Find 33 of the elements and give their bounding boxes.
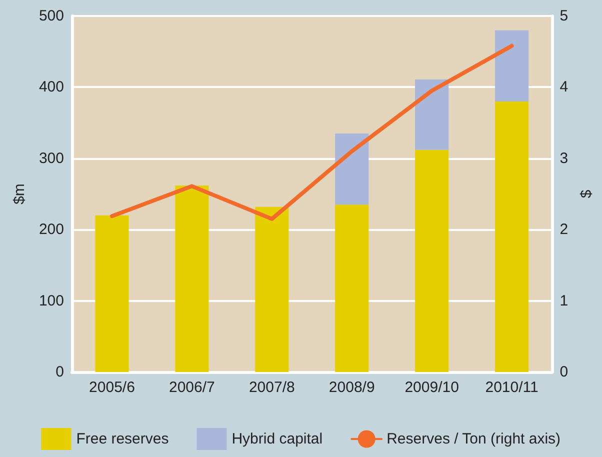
x-tick-label: 2009/10 xyxy=(404,379,459,396)
bar xyxy=(175,185,209,372)
y2-tick-label: 0 xyxy=(560,364,568,380)
y-tick-label: 100 xyxy=(38,292,64,310)
bar xyxy=(494,101,529,372)
bar xyxy=(494,30,529,102)
y2-tick-label: 4 xyxy=(560,78,568,96)
x-tick-label: 2007/8 xyxy=(248,379,295,396)
bar xyxy=(335,204,369,372)
legend-label: Reserves / Ton (right axis) xyxy=(386,430,561,448)
line-series xyxy=(110,44,514,221)
x-tick-label: 2006/7 xyxy=(168,379,215,396)
y-tick-label: 300 xyxy=(38,150,64,167)
legend-label: Free reserves xyxy=(76,430,169,448)
y2-axis-title: $ xyxy=(578,189,595,198)
y2-tick-label: 2 xyxy=(560,221,568,238)
x-tick-label: 2008/9 xyxy=(328,379,375,396)
y2-tick-label: 3 xyxy=(560,150,568,167)
x-tick-label: 2005/6 xyxy=(89,379,135,396)
bar xyxy=(95,215,129,372)
y2-tick-label: 5 xyxy=(560,8,568,24)
y-tick-label: 400 xyxy=(38,78,64,96)
bar xyxy=(415,150,449,372)
y-tick-label: 200 xyxy=(38,221,64,238)
bar xyxy=(255,206,289,372)
y2-tick-label: 1 xyxy=(560,292,568,310)
x-tick-label: 2010/11 xyxy=(485,379,538,396)
bar xyxy=(415,79,449,150)
y-tick-label: 500 xyxy=(38,8,64,24)
bar xyxy=(335,133,369,205)
y-tick-label: 0 xyxy=(56,364,64,380)
y-axis-title: $m xyxy=(11,184,28,204)
legend-label: Hybrid capital xyxy=(232,430,323,448)
